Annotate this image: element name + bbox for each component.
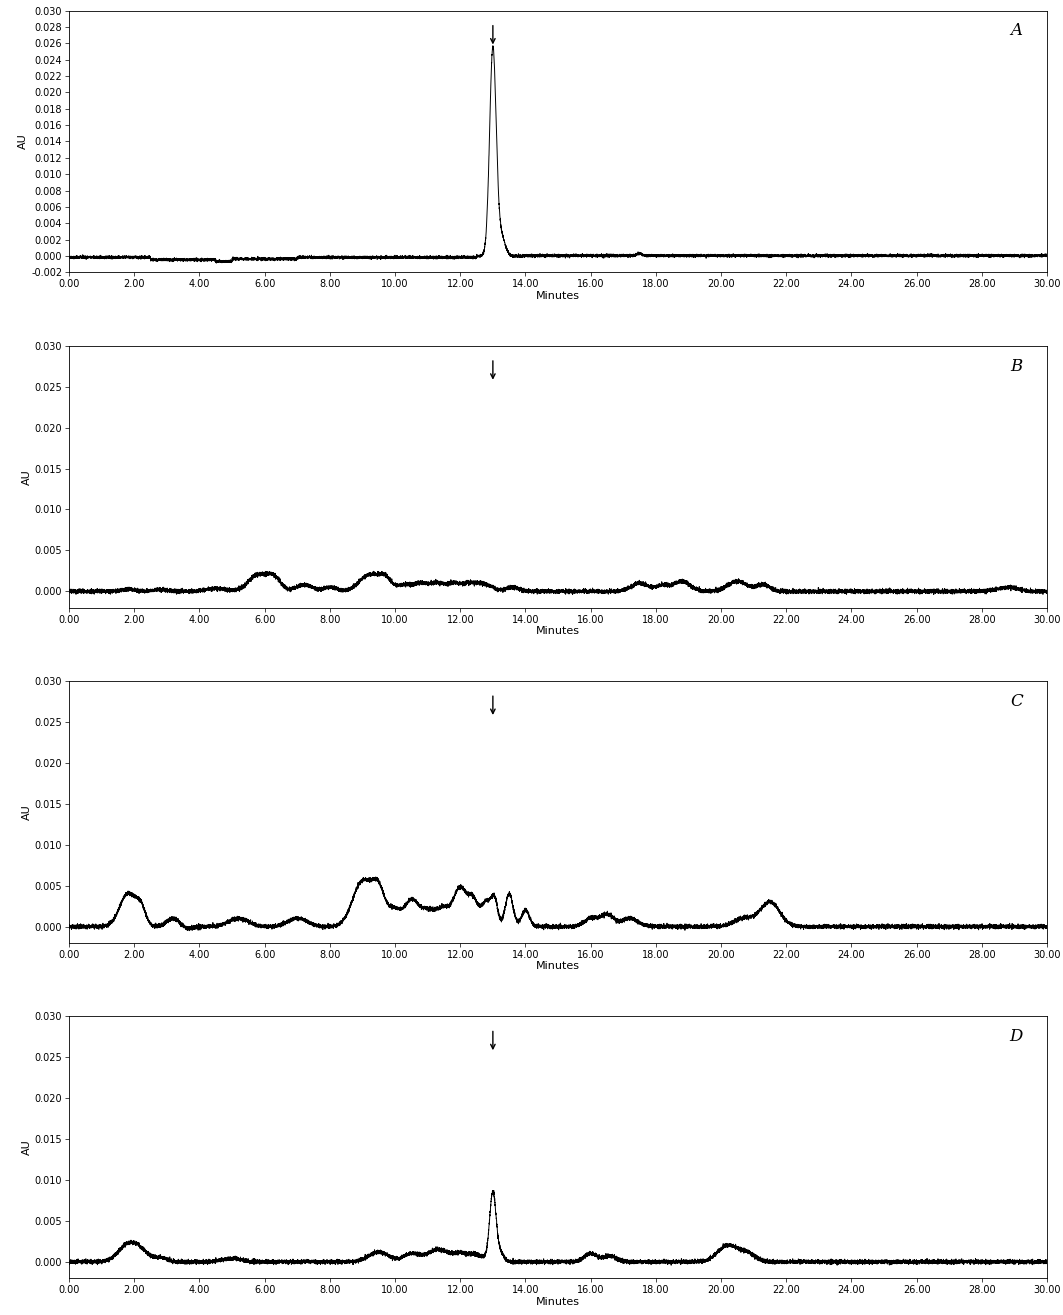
Text: D: D <box>1009 1028 1023 1045</box>
X-axis label: Minutes: Minutes <box>536 1297 580 1307</box>
Y-axis label: AU: AU <box>21 1139 32 1155</box>
Text: B: B <box>1010 358 1023 375</box>
Text: A: A <box>1011 22 1023 39</box>
X-axis label: Minutes: Minutes <box>536 626 580 636</box>
Y-axis label: AU: AU <box>18 134 29 150</box>
X-axis label: Minutes: Minutes <box>536 961 580 972</box>
X-axis label: Minutes: Minutes <box>536 291 580 301</box>
Text: C: C <box>1010 693 1023 710</box>
Y-axis label: AU: AU <box>21 803 32 819</box>
Y-axis label: AU: AU <box>21 469 32 485</box>
